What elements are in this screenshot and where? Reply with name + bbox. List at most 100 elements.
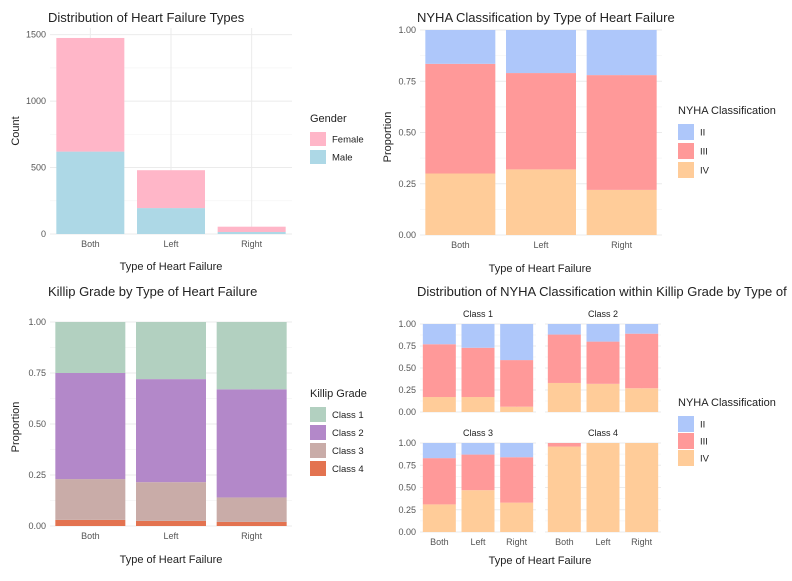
panel2-x-tick-label: Both <box>451 240 470 250</box>
panel3-x-tick-label: Left <box>163 531 179 541</box>
panel4-facet3-bar-right-ii <box>500 443 534 458</box>
legend-key-iv <box>678 450 694 466</box>
panel4-facet1-bar-both-iii <box>422 344 456 398</box>
panel1-panel: 0 500 1000 1500 Both Left Right <box>26 28 292 249</box>
panel2-y-tick-label: 0.25 <box>398 179 416 189</box>
panel1-bar-both-female <box>56 37 125 152</box>
panel2-bar-left-iv <box>506 169 576 235</box>
legend-p1: Gender Female Male <box>310 113 364 164</box>
legend-label: Female <box>332 135 364 146</box>
panel3-x-axis-label: Type of Heart Failure <box>120 554 223 566</box>
panel4-facet4-bar-both-iii <box>547 443 581 447</box>
panel2-bar-right-iv <box>586 189 657 235</box>
legend-label: IV <box>700 454 710 465</box>
panel4-facet4-bar-left-iv <box>586 443 620 532</box>
panel4-facet1-bar-both-iv <box>422 397 456 412</box>
panel3-bar-both-class-3 <box>55 479 126 520</box>
legend-label: Class 1 <box>332 410 364 421</box>
panel4-facet2-bar-right-iii <box>625 333 659 389</box>
panel4-facet1-bar-right-ii <box>500 324 534 361</box>
legend-key-class-3 <box>310 443 326 458</box>
panel3-y-tick-label: 0.00 <box>28 521 46 531</box>
legend-key-ii <box>678 124 694 140</box>
panel3-x-tick-label: Right <box>241 531 263 541</box>
panel4-facet2-bar-right-ii <box>625 324 659 334</box>
panel1-x-axis-label: Type of Heart Failure <box>120 261 223 273</box>
panel3-y-tick-label: 0.75 <box>28 368 46 378</box>
legend-key-class-2 <box>310 425 326 440</box>
panel4-facet3-bar-left-iii <box>461 454 495 491</box>
legend-key-ii <box>678 416 694 432</box>
panel4-title: Distribution of NYHA Classification with… <box>417 284 787 299</box>
panel1-y-tick-label: 1000 <box>26 96 46 106</box>
panel3-y-tick-label: 0.25 <box>28 470 46 480</box>
panel4-facet1-bar-right-iii <box>500 360 534 407</box>
legend-p3: Killip Grade Class 1 Class 2 Class 3 Class 4 <box>310 388 367 476</box>
panel4-facet3-bar-right-iii <box>500 457 534 503</box>
panel4-facet3-x-tick-label: Left <box>470 537 486 547</box>
panel1-x-tick-label: Right <box>241 239 263 249</box>
panel3-x-tick-label: Both <box>81 531 100 541</box>
panel4-facet2-bar-left-iii <box>586 341 620 384</box>
panel3-bar-both-class-2 <box>55 373 126 480</box>
panel4-facet3-bar-left-iv <box>461 490 495 532</box>
panel4-facet4-x-tick-label: Left <box>595 537 611 547</box>
panel4-facet2-bar-left-ii <box>586 324 620 342</box>
panel1-bar-left-female <box>137 170 205 209</box>
panel2-y-tick-label: 0.75 <box>398 76 416 86</box>
legend-key-male <box>310 150 326 164</box>
panel4-facet3-y-tick-label: 0.75 <box>398 460 416 470</box>
panel4-facet3-y-tick-label: 0.25 <box>398 505 416 515</box>
panel1-x-tick-label: Both <box>81 239 100 249</box>
panel4-facet2-panel <box>545 323 661 413</box>
panel2-y-tick-label: 0.50 <box>398 128 416 138</box>
panel2-bar-right-iii <box>586 75 657 190</box>
legend-key-iii <box>678 143 694 159</box>
legend-label: IV <box>700 166 710 177</box>
legend-title: NYHA Classification <box>678 105 776 117</box>
panel4-facet3-bar-both-iii <box>422 458 456 505</box>
panel2-y-tick-label: 0.00 <box>398 230 416 240</box>
panel2-x-tick-label: Right <box>611 240 633 250</box>
panel4-facet3-x-tick-label: Right <box>506 537 528 547</box>
facet-strip-label: Class 2 <box>588 309 618 319</box>
panel3-bar-right-class-2 <box>216 389 287 498</box>
panel3-bar-left-class-3 <box>136 482 206 521</box>
panel4-facet2-bar-both-ii <box>547 324 581 335</box>
legend-key-class-4 <box>310 461 326 476</box>
panel4-facet4-bar-right-iv <box>625 443 659 532</box>
panel4-facet4-panel: Both Left Right <box>545 442 661 547</box>
panel2-y-axis-label: Proportion <box>382 112 394 163</box>
panel3-bar-right-class-1 <box>216 322 287 390</box>
panel4-facet1-bar-both-ii <box>422 324 456 345</box>
panel2-bar-both-iv <box>425 173 496 235</box>
panel4-facet3-bar-both-iv <box>422 504 456 532</box>
panel4-facet2-bar-right-iv <box>625 388 659 412</box>
panel4-facet4-x-tick-label: Both <box>555 537 574 547</box>
panel4-facet2-bar-both-iv <box>547 382 581 412</box>
panel3-y-axis-label: Proportion <box>10 402 22 453</box>
panel4-facet4-bar-both-iv <box>547 446 581 532</box>
panel4-facet3-panel: 0.00 0.25 0.50 0.75 1.00 Both Left Right <box>398 438 536 547</box>
legend-label: II <box>700 420 705 431</box>
legend-key-iv <box>678 162 694 178</box>
legend-label: III <box>700 437 708 448</box>
panel1-y-tick-label: 500 <box>31 163 46 173</box>
legend-label: Male <box>332 153 353 164</box>
facet-strip-label: Class 3 <box>463 428 493 438</box>
panel4-facet1-y-tick-label: 0.00 <box>398 407 416 417</box>
legend-label: Class 2 <box>332 428 364 439</box>
panel1-title: Distribution of Heart Failure Types <box>48 10 245 25</box>
panel2-panel: 0.00 0.25 0.50 0.75 1.00 Both Left Right <box>398 25 662 250</box>
panel4-facet1-bar-left-iii <box>461 347 495 398</box>
facet-strip-label: Class 1 <box>463 309 493 319</box>
panel1-y-axis-label: Count <box>10 116 22 145</box>
panel1-bar-both-male <box>56 151 125 234</box>
legend-label: III <box>700 147 708 158</box>
panel3-y-tick-label: 1.00 <box>28 317 46 327</box>
facet-strip-label: Class 4 <box>588 428 618 438</box>
panel2-x-axis-label: Type of Heart Failure <box>489 263 592 275</box>
